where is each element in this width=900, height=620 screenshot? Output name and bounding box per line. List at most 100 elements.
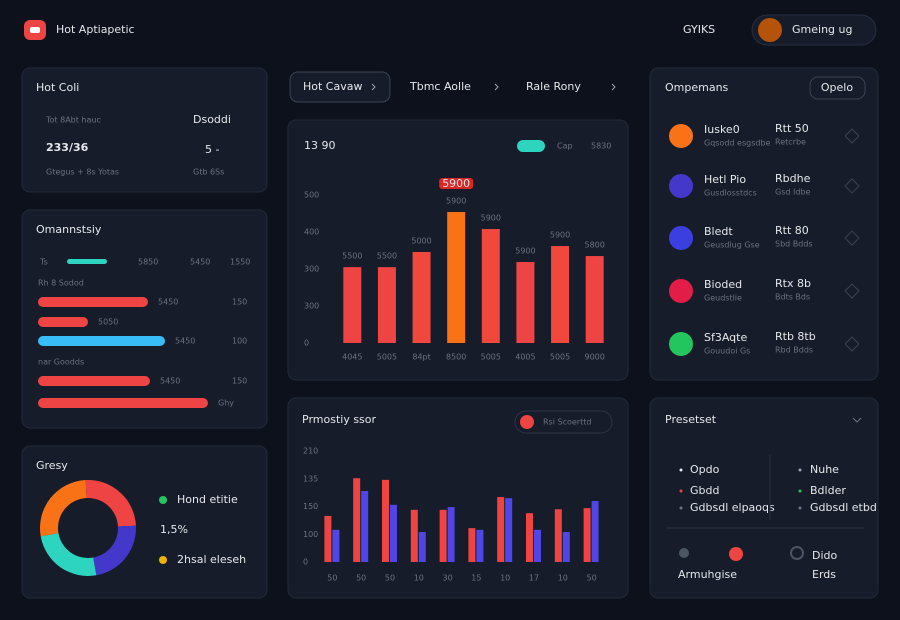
- bar: [447, 212, 466, 343]
- bar: [412, 251, 431, 343]
- x-tick-label: 30: [443, 574, 453, 583]
- progress-bar: [38, 297, 148, 307]
- tab: Rale Rony: [526, 80, 581, 93]
- progress-bar-end: 150: [232, 298, 247, 307]
- list-detail: Geusdlug Gse: [704, 241, 760, 250]
- legend-label: 5830: [591, 142, 611, 151]
- x-tick-label: 84pt: [412, 353, 430, 362]
- bar-label: 5000: [411, 236, 431, 245]
- x-tick-label: 4005: [515, 353, 535, 362]
- list-value: Rtb 8tb: [775, 330, 816, 343]
- list-value: Rtt 50: [775, 122, 809, 135]
- bar: [353, 478, 361, 562]
- chart-title: Gresy: [36, 459, 68, 472]
- list-button-label: Opelo: [821, 81, 853, 94]
- bar: [526, 513, 533, 562]
- bar-label: 5500: [342, 252, 362, 261]
- donut-segment: [93, 525, 136, 576]
- tab-chevron: [494, 83, 499, 91]
- list-name: Bioded: [704, 278, 742, 291]
- list-detail: Gusdlosstdcs: [704, 189, 757, 198]
- x-tick-label: 5005: [377, 353, 397, 362]
- legend-swatch: [520, 415, 534, 429]
- progress-bar-label: 5450: [175, 337, 195, 346]
- kpi-side-footnote: Gtb 6Ss: [193, 168, 224, 177]
- progress-marker: [67, 259, 107, 264]
- list-name: Sf3Aqte: [704, 331, 747, 344]
- panel: [649, 67, 879, 381]
- progress-bar: [38, 317, 88, 327]
- legend-dot: [159, 556, 167, 564]
- progress-label: Rh 8 Sodod: [38, 279, 84, 288]
- kpi-value: 233/36: [46, 141, 89, 154]
- x-tick-label: 8500: [446, 353, 466, 362]
- bar-label: 5500: [377, 252, 397, 261]
- x-tick-label: 10: [558, 574, 568, 583]
- bar: [505, 498, 513, 562]
- progress-label: nar Goodds: [38, 358, 84, 367]
- status: GYIKS: [683, 23, 715, 36]
- avatar: [758, 18, 782, 42]
- preset-item: Opdo: [690, 463, 720, 476]
- list-value-detail: Retcrbe: [775, 138, 806, 147]
- progress-bar-end: 150: [232, 377, 247, 386]
- list-detail: Geudstlie: [704, 294, 742, 303]
- x-tick-label: 50: [587, 574, 597, 583]
- tab-chevron: [611, 83, 616, 91]
- y-tick-label: 100: [303, 530, 318, 539]
- bar: [497, 497, 505, 562]
- list-action[interactable]: [844, 283, 860, 299]
- preset-bottom: Dido: [812, 549, 838, 562]
- progress-bar-label: 5050: [98, 318, 118, 327]
- bar: [476, 529, 484, 562]
- kpi-caption: Tot 8Abt hauc: [45, 116, 101, 125]
- list-value-detail: Bdts Bds: [775, 293, 810, 302]
- list-action[interactable]: [844, 336, 860, 352]
- panel: [21, 67, 268, 193]
- user-pill[interactable]: [751, 14, 877, 46]
- y-tick-label: 150: [303, 502, 318, 511]
- list-value: Rbdhe: [775, 172, 811, 185]
- panel: [21, 209, 268, 429]
- panel: [649, 397, 879, 599]
- list-name: Hetl Pio: [704, 173, 746, 186]
- bar: [418, 532, 426, 562]
- app-title: Hot Aptiapetic: [56, 23, 135, 36]
- list-action[interactable]: [844, 128, 860, 144]
- list-value: Rtx 8b: [775, 277, 811, 290]
- legend-pill: [514, 410, 613, 434]
- list-action[interactable]: [844, 230, 860, 246]
- list-name: Bledt: [704, 225, 733, 238]
- list-detail: Gqsodd esgsdbe: [704, 139, 771, 148]
- x-tick-label: 4045: [342, 353, 362, 362]
- list-icon: [669, 124, 693, 148]
- list-icon: [669, 226, 693, 250]
- kpi-side-label: Dsoddi: [193, 113, 231, 126]
- bar-label: 5900: [481, 214, 501, 223]
- preset-item: Gbdd: [690, 484, 719, 497]
- tab-active[interactable]: [289, 71, 391, 103]
- bar: [361, 490, 369, 562]
- x-tick-label: 17: [529, 574, 539, 583]
- legend-label: Rsi Scoerttd: [543, 418, 591, 427]
- kpi-side-value: 5 -: [205, 143, 219, 156]
- preset-bottom: Armuhgise: [678, 568, 737, 581]
- list-detail: Gouudoi Gs: [704, 347, 750, 356]
- y-tick-label: 210: [303, 447, 318, 456]
- y-tick-label: 500: [304, 191, 319, 200]
- bar: [481, 229, 500, 343]
- list-value-detail: Sbd Bdds: [775, 240, 813, 249]
- x-tick-label: 5005: [550, 353, 570, 362]
- bar: [583, 508, 591, 562]
- preset-icon[interactable]: [729, 547, 743, 561]
- list-button[interactable]: [809, 76, 866, 100]
- preset-icon: [790, 546, 804, 560]
- progress-bar-end: 100: [232, 337, 247, 346]
- progress-header: 1550: [230, 258, 250, 267]
- legend-label: Hond etitie: [177, 493, 238, 506]
- logo-inner: [30, 27, 40, 33]
- preset-item: Bdlder: [810, 484, 846, 497]
- list-name: Iuske0: [704, 123, 740, 136]
- list-action[interactable]: [844, 178, 860, 194]
- annotation-pill: [439, 178, 474, 190]
